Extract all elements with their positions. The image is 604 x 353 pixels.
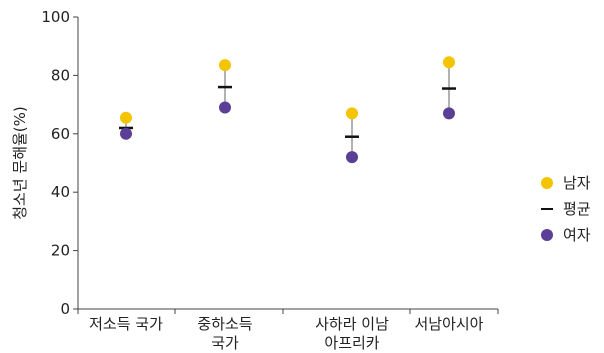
y-tick-label: 80 (51, 66, 70, 84)
legend-marker (541, 177, 553, 189)
female-point (443, 107, 455, 120)
y-tick-label: 60 (51, 125, 70, 143)
data-marks (119, 56, 456, 164)
x-tick-label-line: 사하라 이남 (315, 315, 389, 333)
x-tick-label: 중하소득 국가 (197, 315, 252, 352)
male-point (443, 56, 455, 69)
x-tick-label-line: 서남아시아 (414, 315, 483, 333)
legend-label: 남자 (563, 174, 591, 192)
legend-label: 평균 (563, 200, 591, 218)
y-tick-label: 20 (51, 242, 70, 260)
x-tick-label-line: 국가 (211, 334, 239, 352)
x-tick-label-line: 아프리카 (324, 334, 379, 352)
x-tick-label: 사하라 이남 아프리카 (315, 315, 389, 352)
male-point (219, 59, 231, 72)
male-point (346, 107, 358, 120)
x-tick-label: 서남아시아 (414, 315, 483, 333)
x-tick-label-line: 저소득 국가 (89, 315, 163, 333)
x-tick-label: 저소득 국가 (89, 315, 163, 333)
y-tick-label: 0 (60, 300, 70, 318)
legend-label: 여자 (563, 226, 591, 244)
y-axis-title: 청소년 문해율(%) (11, 106, 29, 220)
male-point (120, 111, 132, 124)
x-tick-label-line: 중하소득 (197, 315, 252, 333)
y-tick-label: 100 (41, 8, 70, 26)
axes: 0 20 40 60 80 100 저소득 국가 중하소득 국가 사하라 이남 아프리카 서남아시아 (41, 8, 499, 352)
legend-marker (541, 229, 553, 241)
female-point (219, 101, 231, 114)
y-axis-label: 청소년 문해율(%) (11, 106, 29, 220)
female-point (346, 151, 358, 164)
y-tick-label: 40 (51, 183, 70, 201)
female-point (120, 127, 132, 140)
